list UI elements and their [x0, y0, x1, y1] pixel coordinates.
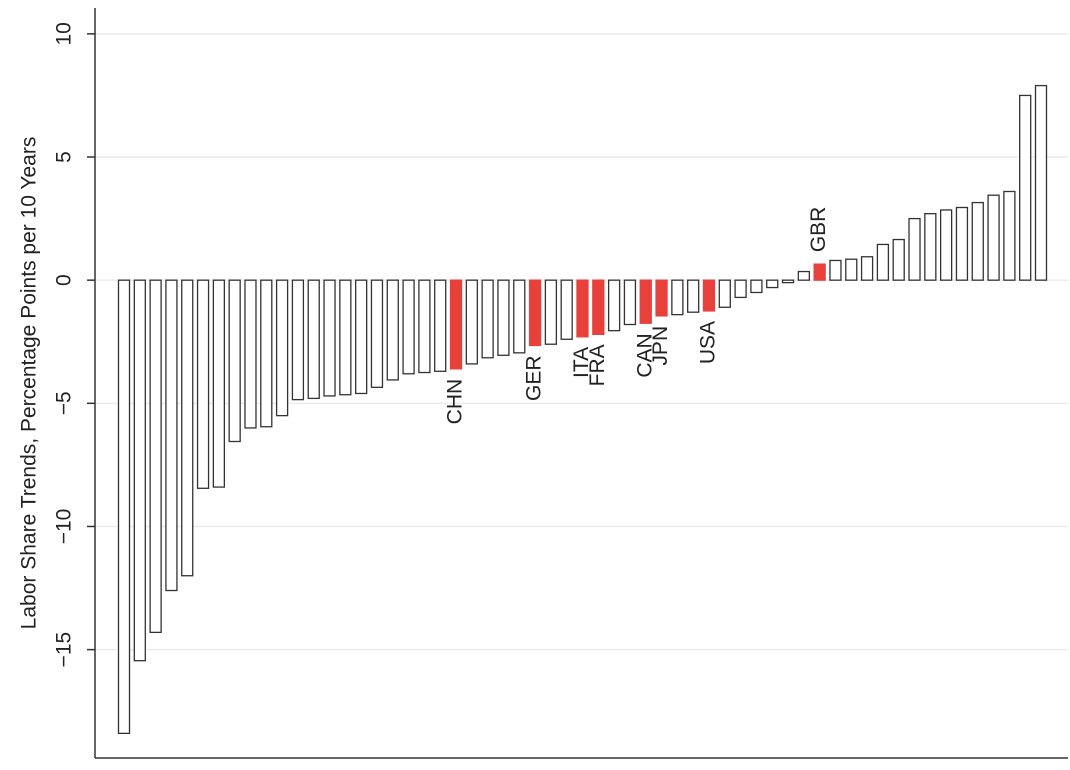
bar: [592, 279, 605, 336]
bar: [860, 256, 874, 281]
bar: [323, 279, 336, 397]
bar: [797, 270, 810, 281]
bar: [781, 279, 795, 284]
bar: [560, 279, 573, 340]
bar: [987, 194, 1000, 281]
bar: [544, 279, 558, 345]
bar: [734, 279, 747, 299]
bar: [623, 279, 637, 326]
bar: [576, 279, 589, 338]
bar: [465, 279, 478, 365]
bar-label: ITA: [570, 347, 593, 378]
bar-label: CAN: [633, 333, 656, 377]
bar-label: GBR: [807, 207, 830, 253]
bar: [386, 279, 399, 381]
bar: [291, 279, 305, 401]
bar: [908, 217, 921, 281]
bar: [307, 279, 320, 400]
bar: [434, 279, 447, 372]
y-tick-label: 0: [53, 274, 76, 286]
bar: [528, 279, 542, 347]
bar: [133, 279, 146, 662]
bar: [165, 279, 178, 592]
bar-label: JPN: [649, 326, 672, 366]
bar-label: USA: [697, 321, 720, 364]
y-axis-label: Labor Share Trends, Percentage Points pe…: [18, 137, 41, 630]
bar: [275, 279, 289, 417]
bar: [702, 279, 716, 312]
bar: [181, 279, 194, 577]
bar: [813, 263, 826, 281]
bar: [955, 206, 969, 281]
bar: [449, 279, 463, 370]
y-tick-label: −5: [53, 391, 76, 415]
bar: [1034, 84, 1048, 281]
bar: [924, 213, 937, 281]
bar: [639, 279, 652, 324]
bar: [1003, 190, 1016, 281]
bar: [228, 279, 241, 443]
bar: [244, 279, 257, 429]
bar: [750, 279, 763, 294]
bar: [845, 258, 858, 281]
bar: [766, 279, 779, 289]
bar: [497, 279, 510, 356]
bar: [671, 279, 684, 316]
bar: [117, 279, 131, 735]
bar: [607, 279, 621, 332]
bar: [355, 279, 368, 395]
bar: [149, 279, 162, 634]
bar: [876, 243, 890, 281]
bar: [687, 279, 700, 313]
bar: [402, 279, 415, 375]
bar: [513, 279, 526, 354]
bar: [370, 279, 384, 388]
bar: [339, 279, 352, 396]
bar: [418, 279, 431, 374]
y-tick-label: 5: [53, 151, 76, 163]
bar: [260, 279, 273, 428]
bar: [892, 238, 905, 281]
bar: [939, 209, 953, 281]
bar-label: FRA: [586, 344, 609, 386]
bar: [829, 259, 842, 281]
y-tick-label: −10: [53, 509, 76, 545]
bar: [718, 279, 731, 308]
bar: [196, 279, 210, 489]
bar: [1019, 94, 1032, 281]
y-tick-label: −15: [53, 632, 76, 668]
bar: [481, 279, 494, 359]
bar: [655, 279, 668, 317]
y-tick-label: 10: [53, 22, 76, 45]
bar: [971, 201, 984, 281]
bar-label: GER: [523, 355, 546, 401]
bar: [212, 279, 226, 488]
bar-label: CHN: [444, 379, 467, 425]
